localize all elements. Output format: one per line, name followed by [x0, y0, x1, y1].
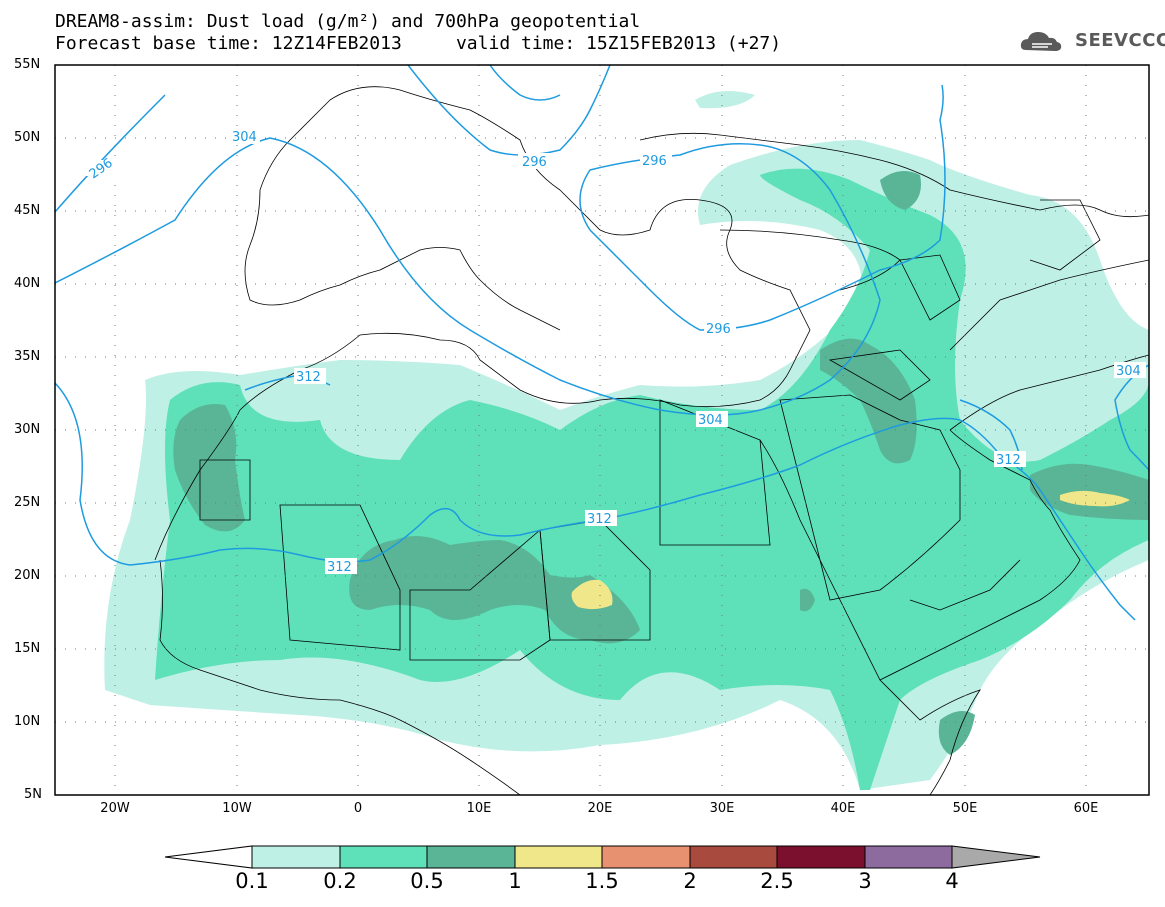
svg-text:304: 304	[232, 130, 257, 145]
colorbar-bin-0.5	[426, 845, 516, 869]
colorbar-label: 0.2	[323, 869, 357, 893]
colorbar-label: 2.5	[760, 869, 794, 893]
colorbar-bin-3	[864, 845, 953, 869]
colorbar-label: 1.5	[585, 869, 619, 893]
contour-label-296b: 296	[518, 153, 550, 170]
colorbar-label: 1	[508, 869, 522, 893]
lon-tick: 30E	[709, 801, 735, 816]
dust-level-1	[571, 490, 1130, 610]
lon-tick: 60E	[1073, 801, 1099, 816]
title-line-1: DREAM8-assim: Dust load (g/m²) and 700hP…	[55, 11, 641, 32]
lat-tick: 15N	[14, 641, 41, 656]
lon-tick: 0	[353, 801, 363, 816]
svg-text:312: 312	[296, 370, 321, 385]
cloud-icon	[1020, 32, 1062, 51]
colorbar	[164, 845, 1041, 869]
lon-tick: 10E	[466, 801, 492, 816]
dust-level-0.2	[155, 168, 1149, 791]
contour-label-296d: 296	[704, 320, 736, 337]
contour-label-312c: 312	[325, 558, 357, 575]
lat-tick: 25N	[14, 495, 41, 510]
colorbar-label: 4	[945, 869, 959, 893]
colorbar-label: 0.1	[235, 869, 269, 893]
contour-label-304c: 304	[1114, 362, 1146, 379]
lat-tick: 35N	[14, 349, 41, 364]
svg-text:312: 312	[587, 512, 612, 527]
colorbar-label: 2	[683, 869, 697, 893]
lon-tick: 40E	[830, 801, 856, 816]
contour-labels: 296 304 296 296 296 312 304 312 312 304 …	[84, 128, 1146, 575]
lat-tick: 40N	[14, 276, 41, 291]
colorbar-bin-2	[689, 845, 778, 869]
lon-tick: 10W	[222, 801, 252, 816]
svg-text:304: 304	[698, 413, 723, 428]
contour-label-296a: 296	[84, 156, 116, 183]
lat-tick: 5N	[24, 787, 42, 802]
lat-tick: 55N	[14, 57, 41, 72]
colorbar-high-arrow	[951, 845, 1041, 869]
contour-label-312a: 312	[294, 368, 326, 385]
contour-label-312b: 312	[585, 510, 617, 527]
svg-text:296: 296	[706, 322, 731, 337]
svg-text:296: 296	[87, 156, 116, 183]
svg-text:296: 296	[642, 154, 667, 169]
contour-label-304b: 304	[696, 411, 728, 428]
colorbar-bin-1	[514, 845, 603, 869]
svg-text:304: 304	[1116, 364, 1141, 379]
colorbar-bin-2.5	[776, 845, 866, 869]
map-frame	[54, 64, 1150, 796]
lon-tick: 20W	[100, 801, 130, 816]
colorbar-bin-0.2	[339, 845, 428, 869]
colorbar-label: 0.5	[410, 869, 444, 893]
logo-text: SEEVCCC	[1075, 30, 1165, 51]
coastlines	[154, 86, 1149, 795]
svg-text:312: 312	[996, 453, 1021, 468]
contour-label-296c: 296	[640, 152, 672, 169]
lon-tick: 50E	[952, 801, 978, 816]
colorbar-bin-0.1	[251, 845, 341, 869]
lat-tick: 50N	[14, 130, 41, 145]
contour-label-312d: 312	[994, 451, 1026, 468]
lat-tick: 20N	[14, 568, 41, 583]
lon-tick: 20E	[587, 801, 613, 816]
lat-tick: 10N	[14, 714, 41, 729]
lat-tick: 30N	[14, 422, 41, 437]
contour-label-304a: 304	[230, 128, 260, 145]
dust-level-0.5	[173, 338, 1149, 755]
svg-text:312: 312	[327, 560, 352, 575]
colorbar-bin-1.5	[601, 845, 691, 869]
lat-tick: 45N	[14, 203, 41, 218]
colorbar-label: 3	[858, 869, 872, 893]
title-line-2: Forecast base time: 12Z14FEB2013 valid t…	[55, 33, 782, 54]
svg-text:296: 296	[522, 155, 547, 170]
colorbar-low-arrow	[164, 845, 253, 869]
